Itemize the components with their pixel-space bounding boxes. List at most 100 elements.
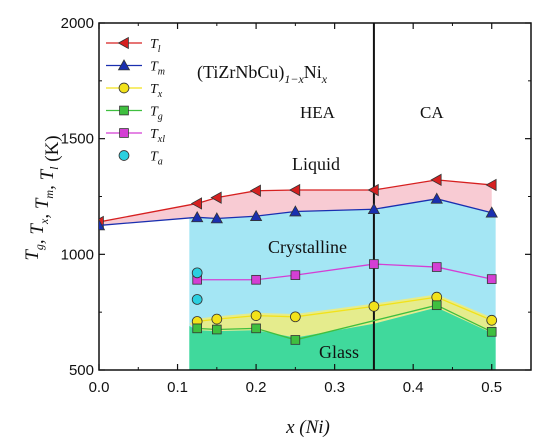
y-tick-label: 2000 bbox=[61, 15, 94, 32]
legend-label-sub: x bbox=[157, 89, 163, 100]
data-point-Tg bbox=[431, 300, 442, 311]
data-point-Tm bbox=[210, 212, 223, 224]
data-point-Tm bbox=[485, 206, 498, 218]
legend-label-sub: g bbox=[158, 112, 163, 123]
data-point-Tx bbox=[250, 310, 262, 321]
legend-label-base: T bbox=[150, 82, 159, 97]
data-point-Ta bbox=[191, 294, 203, 305]
data-point-Tx bbox=[211, 313, 223, 325]
annotation-liquid: Liquid bbox=[292, 154, 340, 174]
x-axis-title: x (Ni) bbox=[285, 417, 330, 438]
data-point-Tg bbox=[290, 335, 301, 345]
data-point-Txl bbox=[290, 270, 301, 280]
supercooled-liquid-region bbox=[189, 294, 496, 338]
y-tick-label: 500 bbox=[69, 362, 94, 379]
legend-marker-Tm bbox=[117, 59, 131, 71]
x-tick-label: 0.4 bbox=[403, 379, 424, 396]
x-axis-title-text: x (Ni) bbox=[285, 417, 330, 438]
legend-label-sub: m bbox=[158, 67, 165, 78]
series-Tg bbox=[192, 300, 497, 345]
legend-label-Tl: Tl bbox=[150, 37, 161, 55]
legend-item-Tm: Tm bbox=[106, 59, 165, 78]
legend-marker-Tx bbox=[118, 82, 130, 94]
x-tick-label: 0.2 bbox=[246, 379, 267, 396]
data-point-Tx bbox=[486, 314, 498, 326]
formula-main: (TiZrNbCu) bbox=[197, 62, 284, 83]
annotation-ca: CA bbox=[420, 103, 444, 122]
tick-labels: 0.0 0.1 0.2 0.3 0.4 0.5 500 1000 1500 2000 bbox=[61, 15, 503, 396]
legend-label-Txl: Txl bbox=[150, 127, 165, 145]
legend-marker-Txl bbox=[119, 128, 129, 138]
legend-label-sub: a bbox=[158, 157, 163, 168]
legend-label-Tx: Tx bbox=[150, 82, 163, 100]
data-point-Tg bbox=[486, 327, 497, 337]
data-point-Tl bbox=[289, 183, 301, 197]
series-Txl bbox=[192, 259, 497, 285]
data-point-Tl bbox=[249, 184, 261, 197]
annotation-hea: HEA bbox=[300, 103, 336, 122]
x-tick-label: 0.5 bbox=[481, 379, 502, 396]
formula-sub1: 1−x bbox=[284, 72, 304, 86]
legend-label-base: T bbox=[150, 60, 159, 75]
legend-label-base: T bbox=[150, 127, 159, 142]
data-point-Tm bbox=[367, 202, 381, 215]
data-point-Tl bbox=[367, 183, 379, 197]
data-point-Tg bbox=[192, 323, 202, 334]
data-point-Tm bbox=[430, 192, 443, 204]
series-Tx bbox=[191, 291, 498, 327]
y-axis-title-sub: l bbox=[47, 166, 61, 170]
data-point-Tm bbox=[249, 209, 263, 221]
series-layer bbox=[99, 173, 498, 345]
data-point-Txl bbox=[369, 259, 379, 269]
y-axis-title-part: , T bbox=[37, 168, 58, 190]
legend-item-Txl: Txl bbox=[106, 127, 165, 145]
y-axis-title-part: (K) bbox=[42, 135, 63, 166]
series-Tm bbox=[99, 192, 498, 231]
data-point-Tx bbox=[368, 301, 380, 312]
glass-region bbox=[189, 307, 496, 370]
data-point-Ta bbox=[191, 267, 203, 279]
data-point-Tm bbox=[289, 205, 302, 217]
annotation-formula: (TiZrNbCu)1−xNix bbox=[197, 62, 328, 86]
legend-marker-Tl bbox=[117, 36, 129, 50]
x-tick-label: 0.1 bbox=[167, 379, 188, 396]
plot-frame bbox=[98, 22, 532, 371]
data-point-Tm bbox=[99, 219, 106, 231]
data-point-Txl bbox=[486, 274, 497, 284]
legend-label-base: T bbox=[150, 105, 159, 120]
data-point-Tm bbox=[191, 210, 204, 223]
legend-item-Ta: Ta bbox=[118, 150, 163, 168]
annotation-glass: Glass bbox=[319, 342, 359, 362]
series-Tl bbox=[99, 173, 497, 229]
y-tick-label: 1500 bbox=[61, 131, 94, 148]
formula-sub2: x bbox=[321, 72, 328, 86]
y-axis-title-part: , T bbox=[27, 223, 48, 245]
data-point-Tl bbox=[210, 191, 222, 204]
x-tick-label: 0.3 bbox=[324, 379, 345, 396]
legend-label-sub: xl bbox=[157, 134, 165, 145]
legend-label-Tm: Tm bbox=[150, 60, 165, 78]
legend-marker-Tg bbox=[119, 105, 129, 116]
y-axis-title-part: , T bbox=[32, 197, 53, 219]
data-point-Tg bbox=[251, 323, 261, 334]
data-point-Tx bbox=[290, 311, 301, 323]
legend-item-Tg: Tg bbox=[106, 105, 163, 123]
legend-label-base: T bbox=[150, 37, 159, 52]
y-axis-title: Tg, Tx, Tm, Tl (K) bbox=[22, 135, 63, 260]
legend-marker-Ta bbox=[118, 150, 130, 161]
annotation-crystalline: Crystalline bbox=[268, 237, 347, 257]
legend-label-Ta: Ta bbox=[150, 150, 163, 168]
y-axis-title-sub: x bbox=[37, 218, 51, 225]
series-line-Txl bbox=[197, 263, 492, 281]
data-point-Txl bbox=[251, 274, 261, 285]
data-point-Tg bbox=[212, 324, 222, 335]
legend-item-Tx: Tx bbox=[106, 82, 163, 100]
data-point-Tl bbox=[190, 197, 202, 210]
y-tick-label: 1000 bbox=[61, 246, 94, 263]
legend-item-Tl: Tl bbox=[106, 36, 161, 55]
data-point-Tl bbox=[430, 173, 442, 187]
y-axis-title-part: T bbox=[22, 249, 43, 261]
legend-label-sub: l bbox=[158, 44, 161, 55]
